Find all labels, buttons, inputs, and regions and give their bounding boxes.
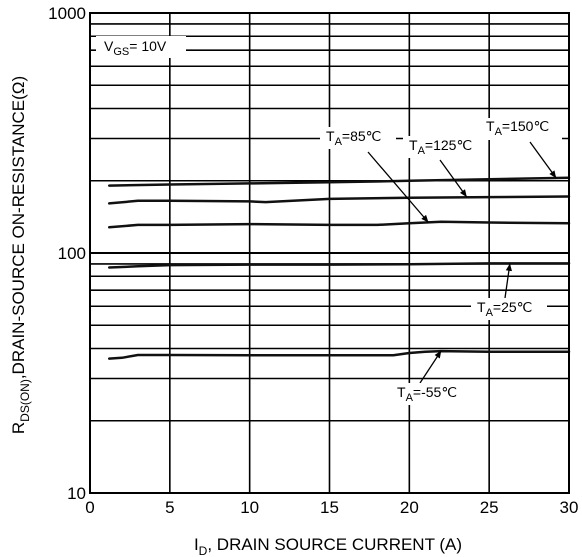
x-axis-label: ID, DRAIN SOURCE CURRENT (A) xyxy=(194,535,462,557)
series-line xyxy=(107,220,571,229)
y-tick-label: 1000 xyxy=(48,4,86,23)
x-tick-label: 30 xyxy=(560,498,579,517)
x-tick-label: 25 xyxy=(480,498,499,517)
leader-line xyxy=(439,159,468,198)
series-label: TA=85℃ xyxy=(326,128,381,148)
leader-arrowhead xyxy=(459,189,467,198)
series-label-box xyxy=(403,136,485,158)
series-label-box xyxy=(480,118,562,140)
series-label: TA=25℃ xyxy=(477,299,532,319)
x-tick-label: 15 xyxy=(320,498,339,517)
leader-line xyxy=(529,141,557,179)
series-label: TA=125℃ xyxy=(409,137,472,157)
x-tick-label: 5 xyxy=(165,498,174,517)
leader-line xyxy=(367,151,429,223)
series-label-box xyxy=(471,298,547,320)
plot-frame xyxy=(89,12,570,494)
series-line xyxy=(107,176,571,187)
series-lines xyxy=(107,176,571,360)
y-tick-label: 100 xyxy=(58,244,86,263)
grid xyxy=(90,13,569,493)
leader-arrowhead xyxy=(434,350,442,359)
condition-label: VGS= 10V xyxy=(104,38,167,58)
y-axis-label: RDS(ON),DRAIN-SOURCE ON-RESISTANCE(Ω) xyxy=(9,76,32,434)
leader-arrowhead xyxy=(549,170,557,179)
x-tick-label: 20 xyxy=(400,498,419,517)
leader-arrowhead xyxy=(421,214,429,223)
series-line xyxy=(107,262,571,269)
series-line xyxy=(107,195,571,205)
series-label: TA=150℃ xyxy=(486,118,549,138)
series-line xyxy=(107,349,571,360)
y-tick-label: 10 xyxy=(67,484,86,503)
leader-arrowhead xyxy=(505,263,512,272)
x-tick-labels: 0 5 10 15 20 25 30 xyxy=(85,498,578,517)
condition-box xyxy=(96,36,186,58)
series-label-box xyxy=(391,383,471,405)
annotations: VGS= 10V TA=150℃ TA=125℃ TA=85℃ TA=25℃ TA=-55… xyxy=(96,36,562,405)
x-tick-label: 10 xyxy=(240,498,259,517)
label-leaders xyxy=(367,141,557,384)
series-label: TA=-55℃ xyxy=(397,384,457,404)
y-tick-labels: 10 100 1000 xyxy=(48,4,86,503)
series-label-box xyxy=(320,127,396,149)
x-tick-label: 0 xyxy=(85,498,94,517)
